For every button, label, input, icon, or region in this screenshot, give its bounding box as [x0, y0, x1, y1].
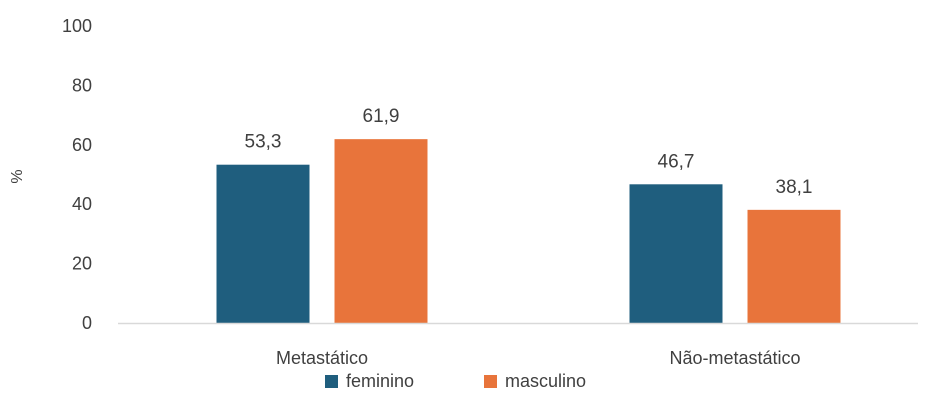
data-label: 53,3 — [245, 132, 282, 153]
y-axis-title: % — [9, 169, 26, 183]
x-tick-label: Metastático — [276, 348, 368, 368]
y-tick-label: 40 — [72, 194, 92, 214]
bar-feminino — [629, 184, 723, 323]
bars-group: 53,3 61,9 46,7 38,1 — [216, 106, 841, 323]
y-axis-ticks: 0 20 40 60 80 100 — [62, 16, 92, 333]
y-tick-label: 0 — [82, 313, 92, 333]
legend: feminino masculino — [325, 371, 586, 391]
bar-masculino — [334, 139, 428, 323]
legend-label-feminino: feminino — [346, 371, 414, 391]
data-label: 38,1 — [776, 177, 813, 198]
data-label: 46,7 — [658, 151, 695, 172]
legend-label-masculino: masculino — [505, 371, 586, 391]
x-tick-label: Não-metastático — [669, 348, 800, 368]
y-tick-label: 60 — [72, 135, 92, 155]
y-tick-label: 80 — [72, 75, 92, 95]
bar-masculino — [747, 209, 841, 323]
bar-feminino — [216, 164, 310, 323]
legend-swatch-masculino — [484, 375, 497, 388]
data-label: 61,9 — [363, 106, 400, 127]
y-tick-label: 100 — [62, 16, 92, 36]
x-axis-labels: Metastático Não-metastático — [276, 348, 801, 368]
legend-swatch-feminino — [325, 375, 338, 388]
y-tick-label: 20 — [72, 254, 92, 274]
